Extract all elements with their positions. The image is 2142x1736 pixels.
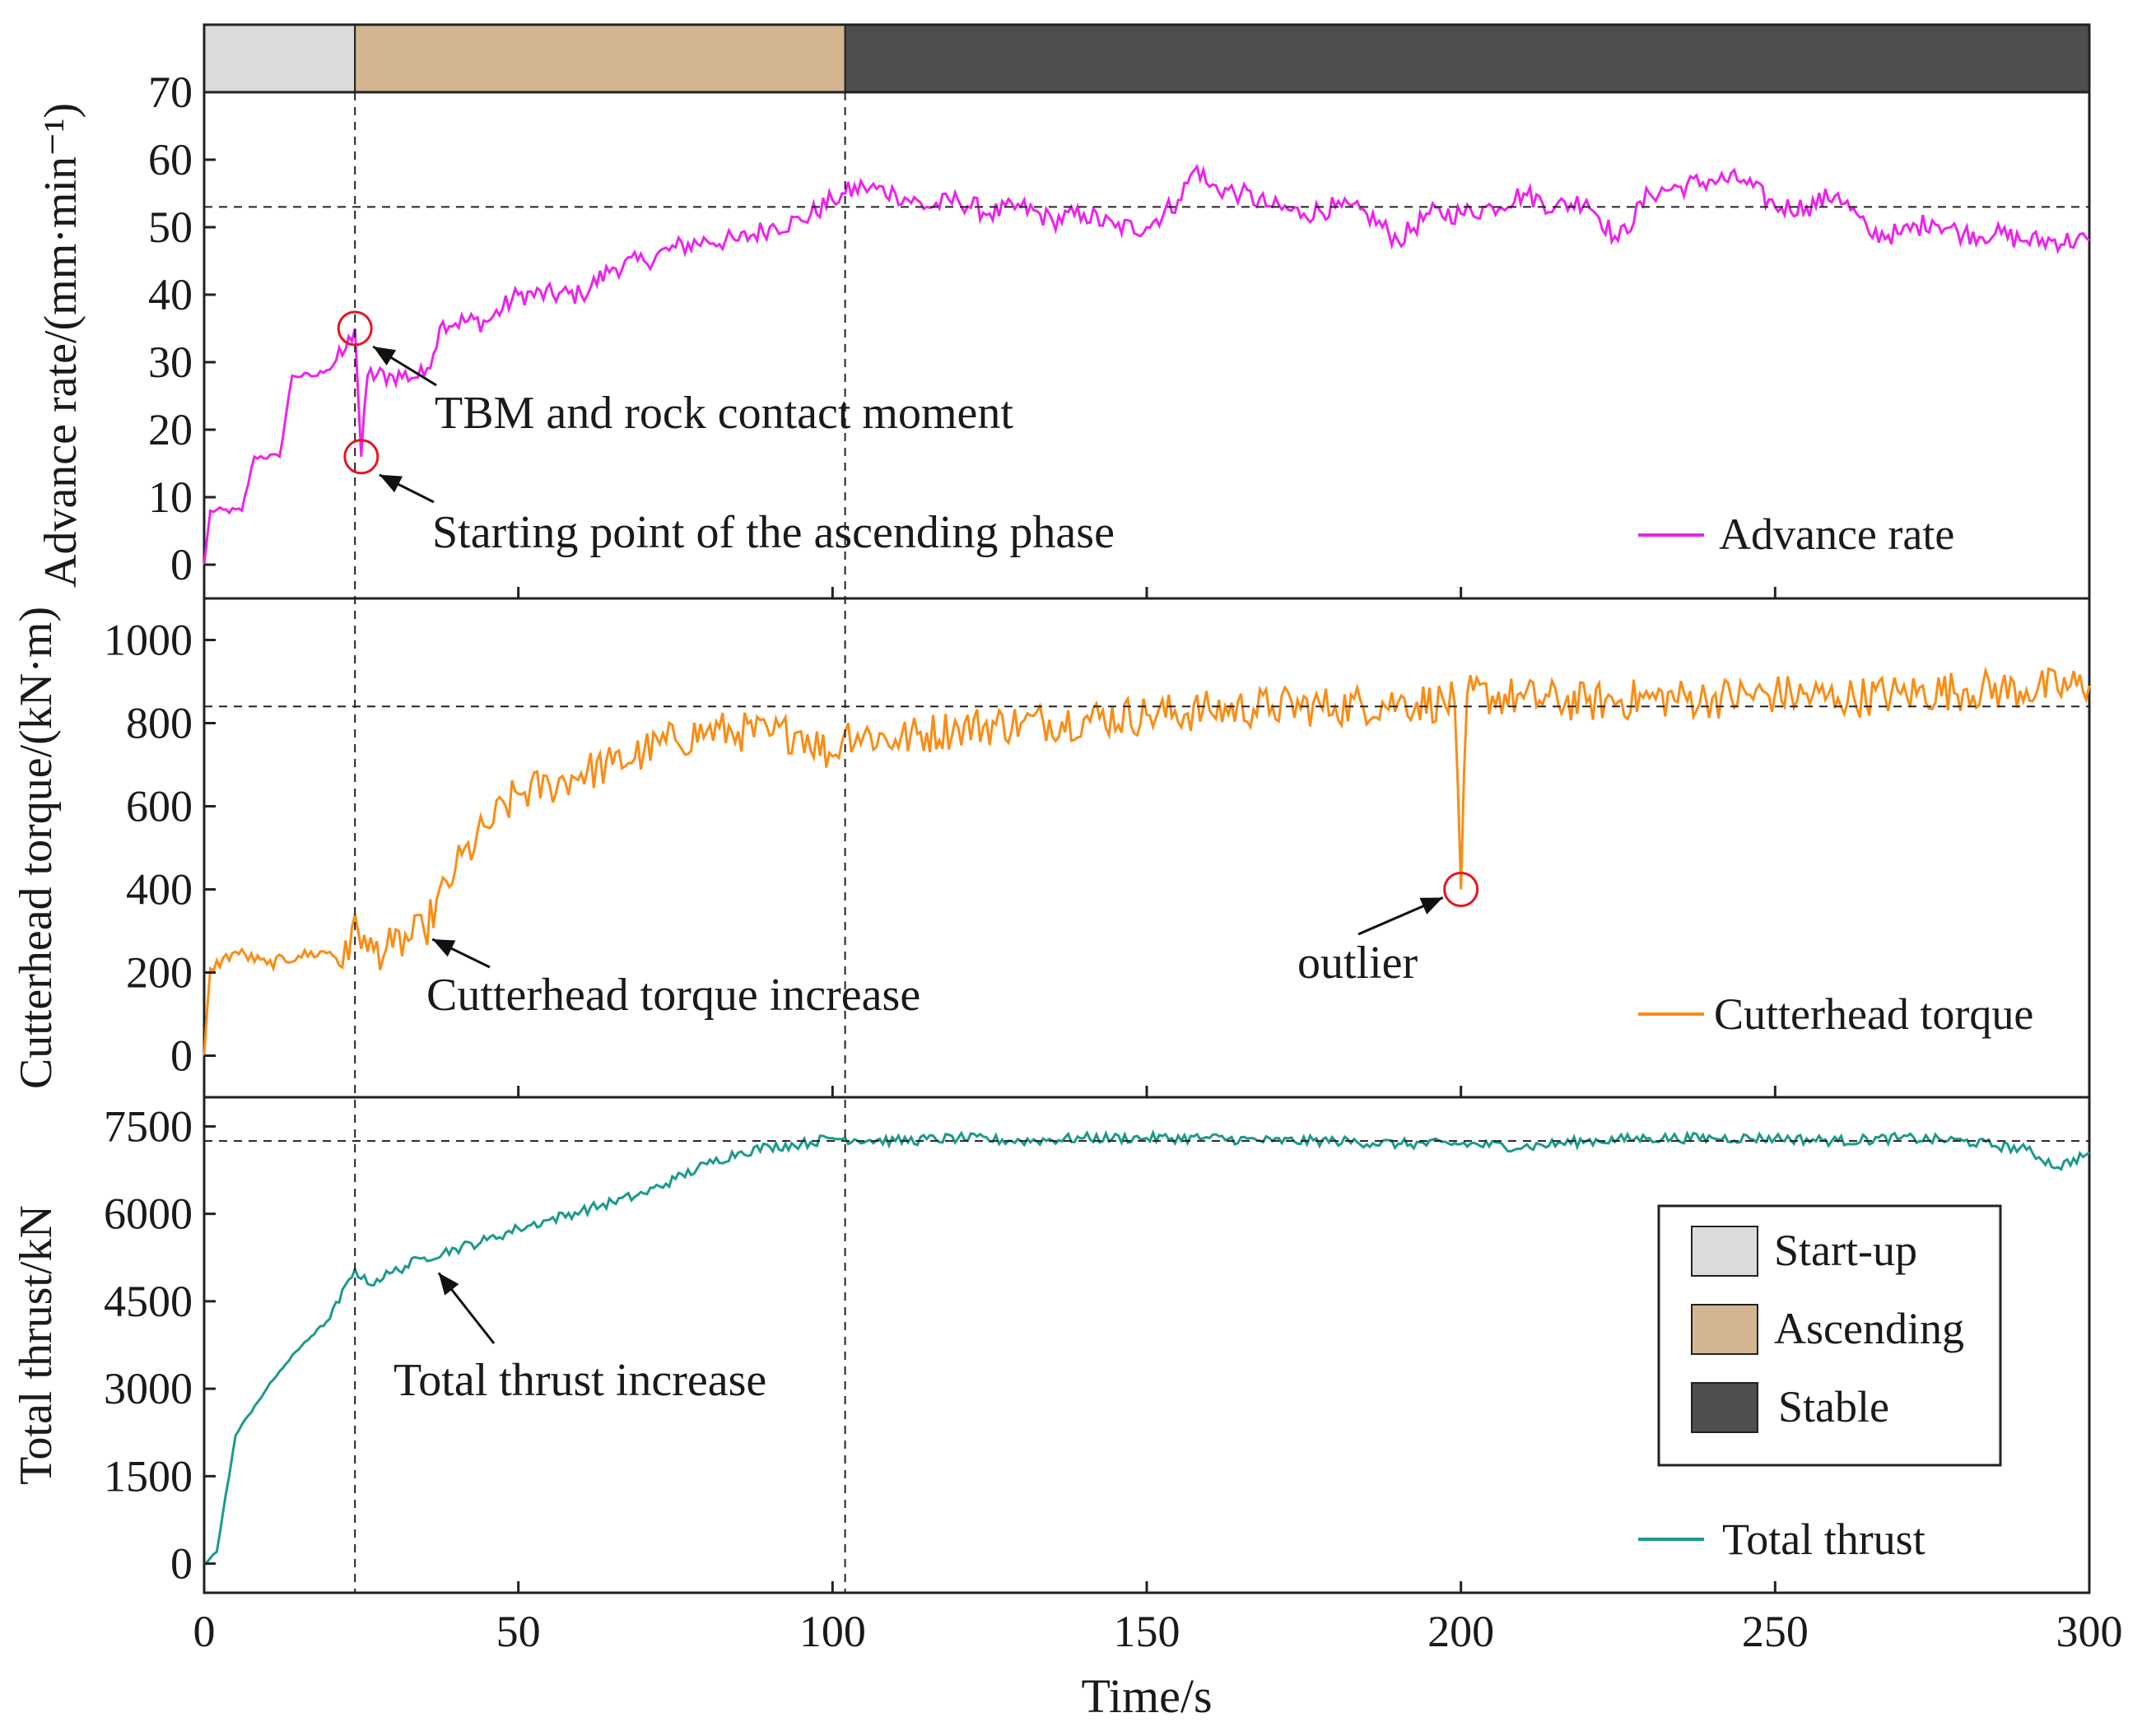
y-tick-label: 200 — [126, 948, 193, 998]
legend-thrust-label: Total thrust — [1722, 1515, 1925, 1564]
ylabel-torque: Cutterhead torque/(kN·m) — [11, 607, 62, 1089]
arrow-head — [432, 939, 456, 957]
series-advance-rate — [203, 163, 2091, 565]
phase-ascending — [354, 24, 846, 93]
arrow-head — [1419, 897, 1443, 915]
y-tick-label: 70 — [148, 67, 193, 117]
y-ticks-thrust: 0 1500 3000 4500 6000 7500 — [104, 1101, 216, 1589]
x-tick-label: 150 — [1114, 1607, 1180, 1656]
y-tick-label: 6000 — [104, 1189, 193, 1239]
ylabel-advance: Advance rate/(mm·min⁻¹) — [35, 103, 86, 588]
y-tick-label: 60 — [148, 135, 193, 184]
marker-ascending-start — [343, 439, 380, 475]
marker-contact-moment — [337, 310, 373, 347]
legend-torque: Cutterhead torque — [1638, 989, 2033, 1039]
x-tick-label: 100 — [799, 1607, 866, 1656]
series-cutterhead-torque — [203, 666, 2091, 1056]
y-tick-label: 0 — [170, 1031, 193, 1081]
phase-legend-swatch-ascending — [1691, 1304, 1758, 1355]
phase-bar — [203, 23, 2091, 94]
arrow-head — [373, 347, 397, 365]
phase-start-up — [203, 24, 356, 93]
phase-legend-label-start-up: Start-up — [1774, 1226, 1917, 1275]
annotation-contact-moment: TBM and rock contact moment — [435, 388, 1013, 439]
annotations: TBM and rock contact moment Starting poi… — [337, 310, 1479, 1406]
xlabel: Time/s — [1081, 1669, 1212, 1723]
phase-legend-swatch-start-up — [1691, 1226, 1758, 1277]
series-total-thrust — [203, 1129, 2090, 1565]
x-tick-label: 300 — [2056, 1607, 2123, 1656]
annotation-ascending-start: Starting point of the ascending phase — [432, 507, 1115, 558]
y-tick-label: 40 — [148, 270, 193, 319]
y-tick-label: 30 — [148, 337, 193, 387]
y-tick-label: 1000 — [104, 616, 193, 665]
phase-legend-swatch-stable — [1691, 1382, 1758, 1433]
x-ticks: 0 50 100 150 200 250 300 — [193, 587, 2123, 1656]
y-tick-label: 600 — [126, 782, 193, 831]
legend-torque-label: Cutterhead torque — [1714, 989, 2033, 1039]
phase-legend-label-stable: Stable — [1778, 1382, 1889, 1431]
y-tick-label: 4500 — [104, 1277, 193, 1326]
y-tick-label: 800 — [126, 699, 193, 748]
legend-advance-label: Advance rate — [1719, 510, 1954, 559]
y-tick-label: 50 — [148, 202, 193, 252]
x-tick-label: 200 — [1427, 1607, 1494, 1656]
y-tick-label: 10 — [148, 472, 193, 522]
y-tick-label: 0 — [170, 1539, 193, 1589]
phase-legend-label-ascending: Ascending — [1774, 1304, 1964, 1353]
y-tick-label: 0 — [170, 540, 193, 589]
marker-outlier — [1443, 872, 1479, 907]
x-tick-label: 0 — [193, 1607, 216, 1656]
y-ticks-torque: 0 200 400 600 800 1000 — [104, 616, 216, 1081]
ylabel-thrust: Total thrust/kN — [11, 1205, 62, 1485]
y-tick-label: 400 — [126, 865, 193, 915]
legend-thrust: Total thrust — [1638, 1515, 1925, 1564]
y-ticks-advance: 0 10 20 30 40 50 60 70 — [148, 67, 216, 589]
annotation-torque-increase: Cutterhead torque increase — [426, 970, 920, 1021]
x-tick-label: 50 — [496, 1607, 541, 1656]
phase-stable — [844, 24, 2090, 93]
y-tick-label: 3000 — [104, 1364, 193, 1413]
y-tick-label: 1500 — [104, 1451, 193, 1501]
legend-advance: Advance rate — [1638, 510, 1954, 559]
arrow-head — [438, 1273, 459, 1296]
annotation-thrust-increase: Total thrust increase — [393, 1355, 766, 1406]
y-tick-label: 20 — [148, 405, 193, 454]
phase-legend: Start-up Ascending Stable — [1657, 1204, 2002, 1467]
y-tick-label: 7500 — [104, 1101, 193, 1151]
annotation-outlier: outlier — [1297, 938, 1418, 989]
x-tick-label: 250 — [1742, 1607, 1809, 1656]
arrow-head — [379, 474, 403, 493]
